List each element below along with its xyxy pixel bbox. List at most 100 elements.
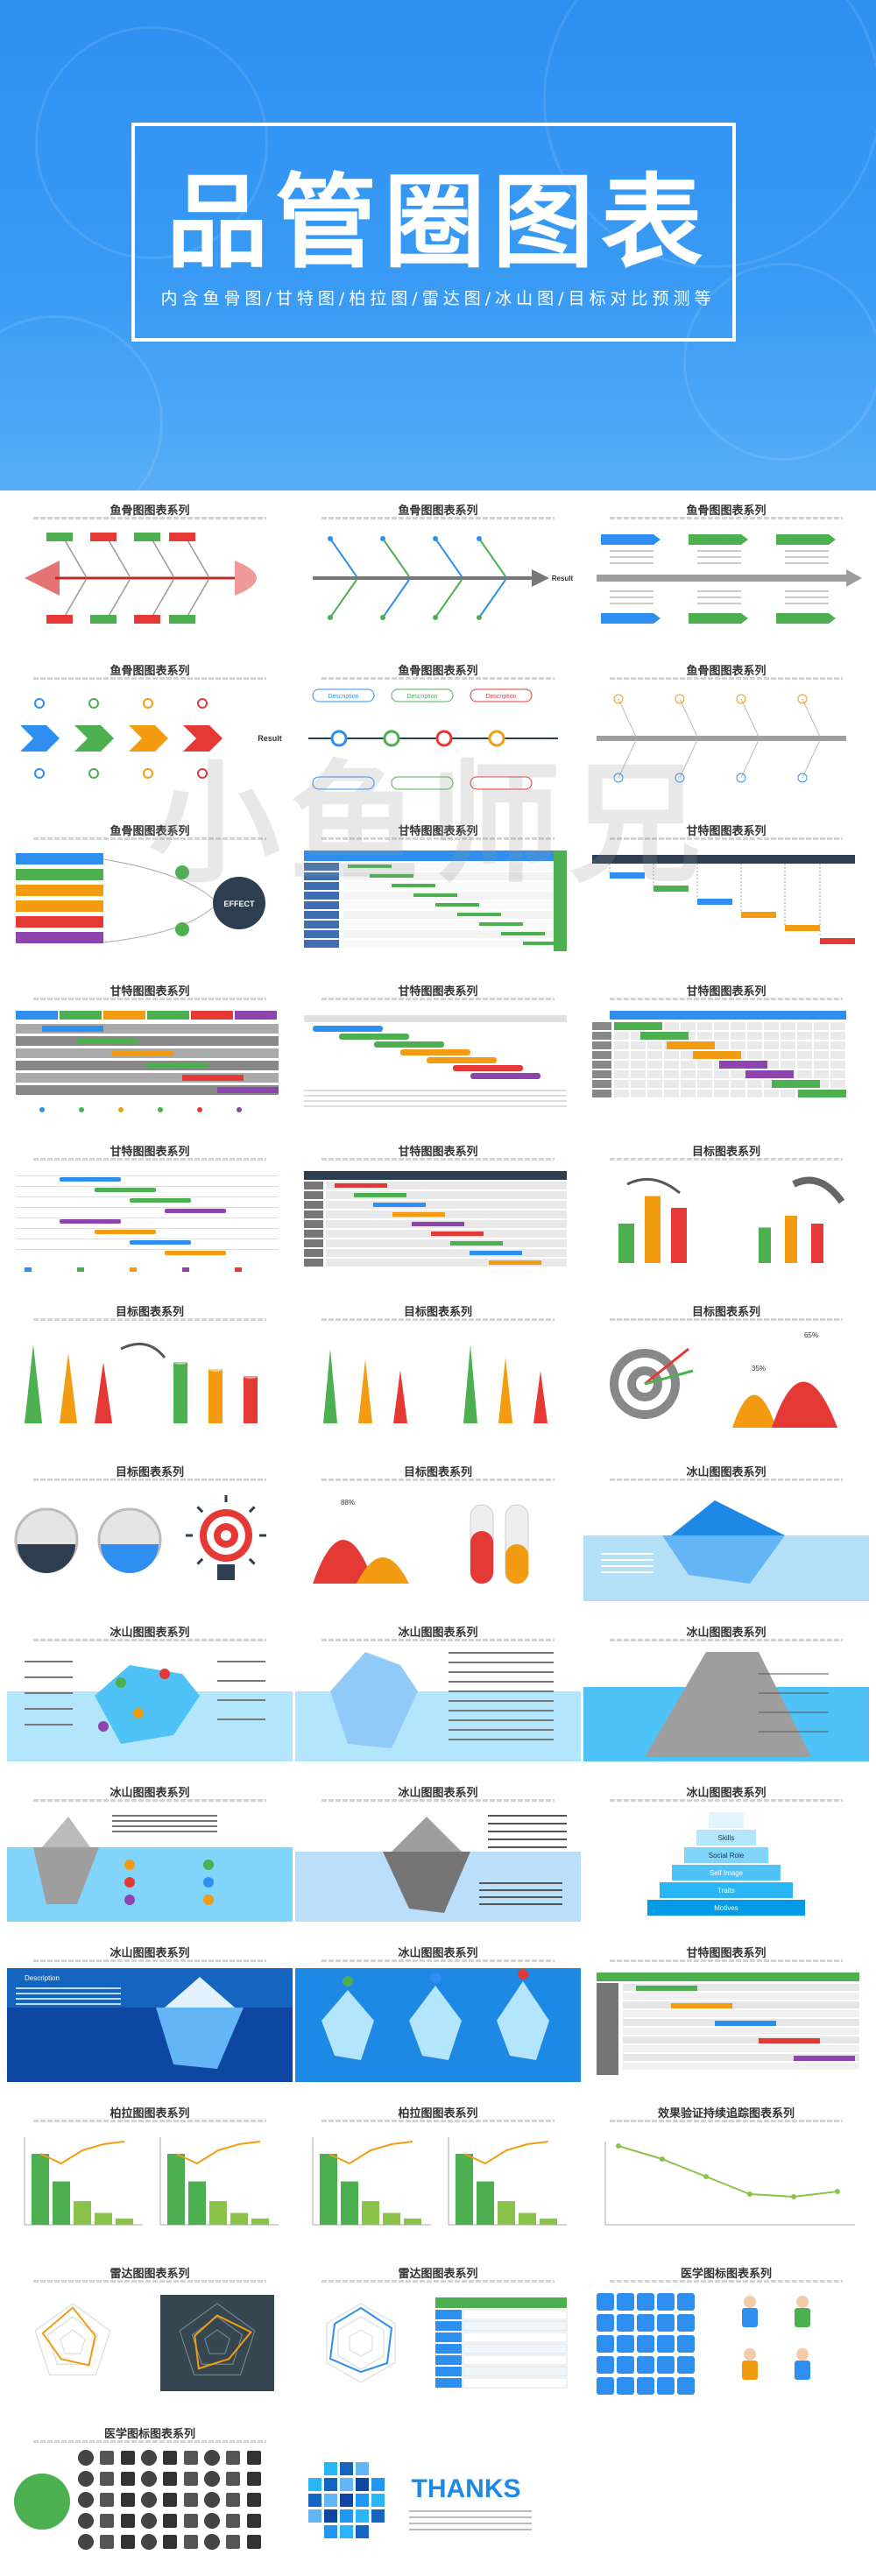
slide-thumbnail[interactable]: 雷达图图表系列 [295,2259,581,2408]
slide-subtitle-lines [610,517,843,519]
slide-preview-graphic [295,1815,581,1922]
slide-thumbnail[interactable]: 效果验证持续追踪图表系列 [583,2099,869,2248]
slide-thumbnail[interactable]: 鱼骨图图表系列 [583,496,869,645]
slide-preview-graphic [14,2450,261,2550]
slide-thumbnail[interactable]: 甘特图图表系列 [295,1137,581,1286]
slide-thumbnail[interactable]: 冰山图图表系列 Skills Social Role Self Image Traits… [583,1778,869,1927]
slide-thumbnail[interactable]: 冰山图图表系列 [583,1457,869,1606]
slide-thumbnail[interactable]: 柏拉图图表系列 [295,2099,581,2248]
slide-subtitle-lines [321,1799,555,1802]
slide-thumbnail[interactable]: 甘特图图表系列 [583,1938,869,2087]
slide-thumbnail[interactable]: 鱼骨图图表系列 Result [7,656,293,805]
slide-title: 冰山图图表系列 [398,1787,478,1800]
slide-thumbnail[interactable]: 甘特图图表系列 [7,977,293,1126]
chart-text: 88% [341,1499,355,1507]
slide-preview-graphic [7,1661,293,1761]
chart-text: Self Image [710,1869,744,1877]
slide-subtitle-lines [33,2440,266,2443]
slide-title: 鱼骨图图表系列 [398,665,478,678]
slide-preview-graphic: 35% 65% [610,1331,837,1428]
slide-title: 甘特图图表系列 [398,1146,478,1159]
slide-title: 甘特图图表系列 [110,1146,190,1159]
slide-preview-graphic: Description [7,1968,293,2082]
slide-title: 鱼骨图图表系列 [686,505,766,518]
slide-subtitle-lines [33,677,266,680]
slide-preview-graphic [14,1495,266,1580]
slide-thumbnail[interactable]: 甘特图图表系列 [583,977,869,1126]
chart-text: Description [25,1974,60,1982]
slide-subtitle-lines [610,677,843,680]
slide-preview-graphic [592,1011,846,1097]
slide-thumbnail[interactable]: THANKS [295,2419,581,2568]
slide-preview-graphic [25,533,257,624]
slide-thumbnail[interactable]: 目标图表系列 88% [295,1457,581,1606]
slide-thumbnail[interactable]: 目标图表系列 [583,1137,869,1286]
slide-preview-graphic [597,694,846,783]
slide-title: 甘特图图表系列 [686,825,766,838]
slide-thumbnail[interactable]: 冰山图图表系列 [583,1618,869,1767]
slide-thumbnail[interactable]: 鱼骨图图表系列 EFFECT [7,816,293,965]
slide-title: 目标图表系列 [403,1306,472,1319]
slide-thumbnail[interactable]: 目标图表系列 [7,1457,293,1606]
slide-title: 目标图表系列 [115,1466,184,1479]
slide-title: 冰山图图表系列 [686,1627,766,1640]
chart-text: Skills [718,1834,735,1842]
slide-title: 冰山图图表系列 [686,1787,766,1800]
slide-thumbnail[interactable]: 甘特图图表系列 [295,816,581,965]
slide-thumbnail[interactable]: 鱼骨图图表系列 [583,656,869,805]
slide-subtitle-lines [321,837,555,840]
slide-thumbnail[interactable]: 甘特图图表系列 [295,977,581,1126]
slide-thumbnail[interactable]: 目标图表系列 [295,1297,581,1446]
slide-preview-graphic [312,2137,567,2226]
slide-subtitle-lines [610,1318,843,1321]
slide-thumbnail[interactable]: 冰山图图表系列 [7,1618,293,1767]
chart-text: Description [328,694,358,700]
slide-subtitle-lines [321,1479,555,1481]
slide-thumbnail[interactable]: 冰山图图表系列 Description [7,1938,293,2087]
slide-thumbnail[interactable]: 冰山图图表系列 [295,1778,581,1927]
slide-thumbnail[interactable]: 雷达图图表系列 [7,2259,293,2408]
hero-frame [131,123,736,342]
slide-preview-graphic [16,1175,279,1272]
slide-subtitle-lines [33,1639,266,1641]
slide-thumbnail[interactable]: 医学图标图表系列 [583,2259,869,2408]
slide-subtitle-lines [610,2120,843,2122]
slide-thumbnail[interactable]: 冰山图图表系列 [7,1778,293,1927]
chart-text: Social Role [709,1852,745,1860]
slide-thumbnail[interactable]: 甘特图图表系列 [7,1137,293,1286]
slide-thumbnail[interactable]: 冰山图图表系列 [295,1618,581,1767]
slide-title: 甘特图图表系列 [110,985,190,999]
slide-subtitle-lines [321,1959,555,1962]
slide-thumbnail[interactable]: 冰山图图表系列 [295,1938,581,2087]
chart-text: THANKS [412,2474,521,2503]
page-subtitle: 内含鱼骨图/甘特图/柏拉图/雷达图/冰山图/目标对比预测等 [160,289,716,308]
slide-thumbnail[interactable]: 柏拉图图表系列 [7,2099,293,2248]
slide-preview-graphic [323,1344,548,1423]
slide-preview-graphic [295,1652,581,1761]
chart-text: EFFECT [224,900,256,908]
slide-preview-graphic [25,1342,258,1423]
slide-preview-graphic [304,1171,567,1267]
slide-subtitle-lines [321,517,555,519]
slide-subtitle-lines [321,2280,555,2283]
slide-preview-graphic [583,1500,869,1601]
slide-thumbnail[interactable]: 鱼骨图图表系列 [7,496,293,645]
slide-preview-graphic: Result [313,536,574,620]
slide-subtitle-lines [321,2120,555,2122]
slide-title: 甘特图图表系列 [398,825,478,838]
slide-thumbnail[interactable]: 鱼骨图图表系列 Description Description Description [295,656,581,805]
slide-subtitle-lines [321,998,555,1000]
slide-preview-graphic [304,850,567,951]
slide-thumbnail[interactable]: 目标图表系列 35% 65% [583,1297,869,1446]
slide-thumbnail[interactable]: 甘特图图表系列 [583,816,869,965]
slide-preview-graphic: Result [20,698,282,779]
slide-thumbnail[interactable]: 鱼骨图图表系列 Result [295,496,581,645]
slide-preview-graphic: THANKS [308,2462,532,2538]
slide-thumbnail[interactable]: 目标图表系列 [7,1297,293,1446]
slide-preview-graphic [326,2297,568,2389]
slide-thumbnail[interactable]: 医学图标图表系列 [7,2419,293,2568]
slide-title: 冰山图图表系列 [110,1947,190,1960]
chart-text: Traits [717,1887,735,1895]
slide-title: 鱼骨图图表系列 [110,665,190,678]
slide-preview-graphic [604,2142,855,2226]
